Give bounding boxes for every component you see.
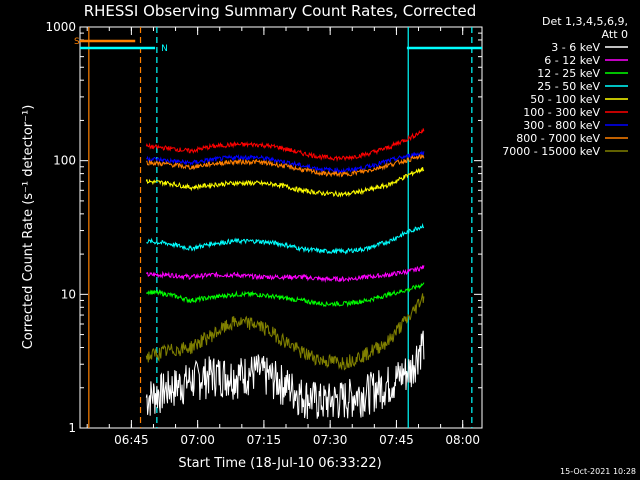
x-tick-label: 08:00 [445,433,480,447]
legend-header-line2: Att 0 [602,28,628,41]
series-line [145,167,425,198]
flag-label: S [74,37,80,47]
x-axis-label: Start Time (18-Jul-10 06:33:22) [178,456,381,471]
series-line [145,330,425,420]
legend-label: 7000 - 15000 keV [502,145,600,158]
x-tick-label: 07:30 [313,433,348,447]
legend-label: 100 - 300 keV [523,106,600,119]
x-tick-label: 06:45 [114,433,149,447]
legend-label: 12 - 25 keV [537,67,600,80]
y-tick-label: 10 [61,287,76,301]
y-tick-label: 1 [68,421,76,435]
x-tick-label: 07:45 [379,433,414,447]
y-tick-label: 1000 [45,20,76,34]
legend-label: 6 - 12 keV [544,54,600,67]
series-line [146,150,425,174]
y-axis-label: Corrected Count Rate (s⁻¹ detector⁻¹) [21,105,36,350]
x-tick-label: 07:15 [247,433,282,447]
chart-title: RHESSI Observing Summary Count Rates, Co… [84,2,477,20]
series-line [145,265,425,283]
legend-label: 3 - 6 keV [551,41,600,54]
legend-label: 800 - 7000 keV [516,132,600,145]
legend-label: 300 - 800 keV [523,119,600,132]
flag-label: N [161,44,168,54]
y-tick-label: 100 [53,154,76,168]
series-line [145,128,425,163]
footer-timestamp: 15-Oct-2021 10:28 [560,467,636,476]
x-tick-label: 07:00 [180,433,215,447]
legend-label: 25 - 50 keV [537,80,600,93]
series-line [146,154,425,178]
plot-axes: 1 10 100 1000 06:45 07:00 07:15 07:30 07:45 08:00… [45,20,483,447]
plot-frame [79,26,483,429]
series-line [145,282,425,308]
legend-label: 50 - 100 keV [530,93,600,106]
plot-series [145,128,425,420]
legend-header-line1: Det 1,3,4,5,6,9, [542,15,628,28]
series-line [145,293,425,371]
series-line [146,222,425,255]
